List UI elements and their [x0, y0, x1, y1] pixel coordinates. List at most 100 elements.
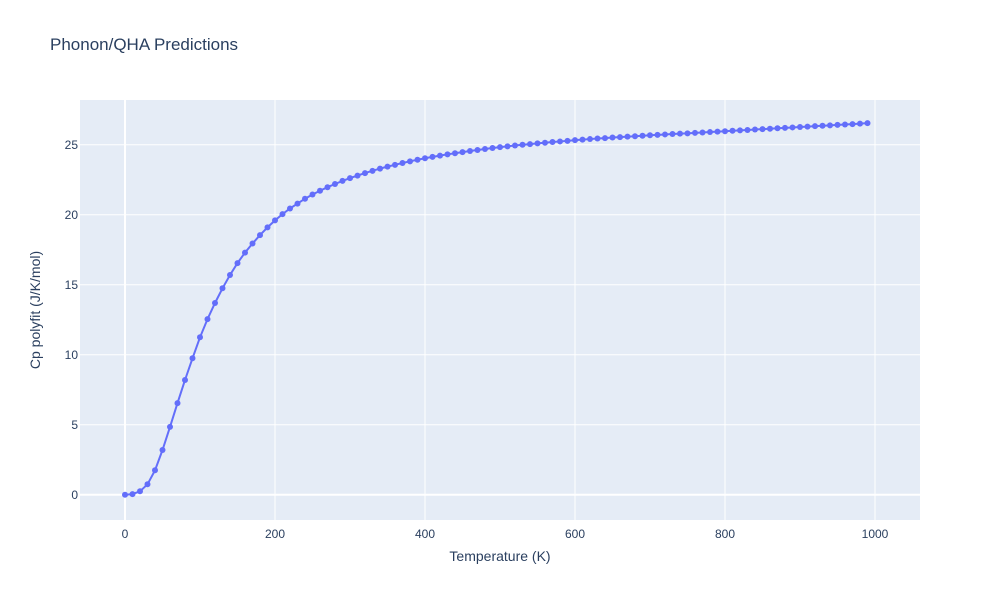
data-point [414, 156, 421, 163]
data-point [564, 137, 571, 144]
data-point [287, 205, 293, 212]
data-point [227, 272, 233, 278]
data-point [587, 136, 593, 143]
data-point [519, 141, 526, 148]
data-point [594, 135, 601, 142]
data-point [572, 137, 578, 144]
data-point [272, 217, 278, 224]
data-point [264, 224, 271, 231]
data-point [819, 122, 826, 129]
data-point [857, 120, 863, 127]
data-point [167, 423, 173, 430]
data-point [602, 135, 608, 142]
data-point [804, 123, 811, 130]
data-point [159, 447, 166, 453]
x-tick-label: 400 [415, 527, 435, 541]
data-point [497, 144, 503, 151]
data-point [354, 172, 361, 179]
x-tick-label: 0 [122, 527, 129, 541]
data-point [714, 128, 721, 135]
data-point [324, 184, 331, 191]
data-point [422, 155, 428, 162]
data-point [242, 249, 248, 256]
data-point [774, 125, 781, 132]
y-tick-label: 10 [65, 348, 79, 362]
data-point [129, 491, 136, 498]
data-point [842, 121, 848, 128]
data-point [534, 140, 541, 147]
data-point [504, 143, 511, 150]
series-layer [122, 120, 871, 498]
data-point [377, 165, 383, 172]
series-line [124, 122, 868, 496]
y-tick-label: 5 [71, 418, 78, 432]
data-point [849, 121, 856, 128]
data-point [339, 177, 346, 184]
data-point [332, 181, 338, 187]
data-point [189, 355, 196, 362]
data-point [489, 145, 496, 152]
data-point [647, 132, 653, 139]
data-point [459, 149, 466, 156]
data-point [257, 232, 263, 239]
data-point [399, 160, 406, 166]
data-point [864, 120, 871, 127]
x-tick-label: 1000 [862, 527, 889, 541]
data-point [437, 152, 443, 159]
x-tick-label: 600 [565, 527, 585, 541]
y-axis-title: Cp polyfit (J/K/mol) [27, 251, 43, 369]
data-point [692, 129, 698, 136]
data-point [294, 200, 301, 207]
data-point [752, 126, 758, 133]
data-point [182, 377, 188, 383]
y-tick-label: 15 [65, 278, 79, 292]
data-point [632, 133, 638, 140]
data-point [144, 481, 151, 488]
data-point [174, 400, 181, 407]
data-point [549, 139, 556, 145]
x-tick-label: 200 [265, 527, 285, 541]
data-point [782, 124, 788, 131]
data-point [467, 147, 473, 154]
data-point [392, 161, 398, 168]
data-point [347, 175, 353, 182]
data-point [662, 131, 668, 138]
data-point [789, 124, 796, 131]
data-point [474, 146, 481, 153]
chart-title: Phonon/QHA Predictions [50, 35, 238, 54]
data-point [834, 121, 841, 128]
data-point [429, 153, 436, 160]
data-point [302, 195, 308, 202]
plot-area [80, 100, 920, 520]
data-point [362, 170, 368, 177]
data-point [684, 130, 691, 137]
data-point [707, 129, 713, 136]
data-point [204, 316, 211, 323]
data-point [729, 127, 736, 134]
data-point [654, 131, 661, 138]
data-point [542, 139, 548, 146]
grid [80, 100, 920, 520]
data-point [279, 211, 286, 218]
tick-labels: 0 200 400 600 800 1000 0 5 10 15 20 25 [65, 138, 889, 541]
data-point [557, 138, 563, 145]
data-point [617, 134, 623, 141]
data-point [797, 124, 803, 131]
data-point [444, 151, 451, 158]
data-point [512, 142, 518, 149]
data-point [579, 136, 586, 143]
y-tick-label: 25 [65, 138, 79, 152]
data-point [219, 285, 226, 292]
data-point [812, 123, 818, 130]
data-point [452, 150, 458, 157]
data-point [482, 146, 488, 152]
data-point [234, 260, 241, 267]
data-point [624, 133, 631, 140]
data-point [827, 122, 833, 129]
data-point [384, 163, 391, 170]
data-point [669, 131, 676, 138]
y-tick-label: 0 [71, 488, 78, 502]
y-tick-label: 20 [65, 208, 79, 222]
data-point [309, 191, 316, 198]
